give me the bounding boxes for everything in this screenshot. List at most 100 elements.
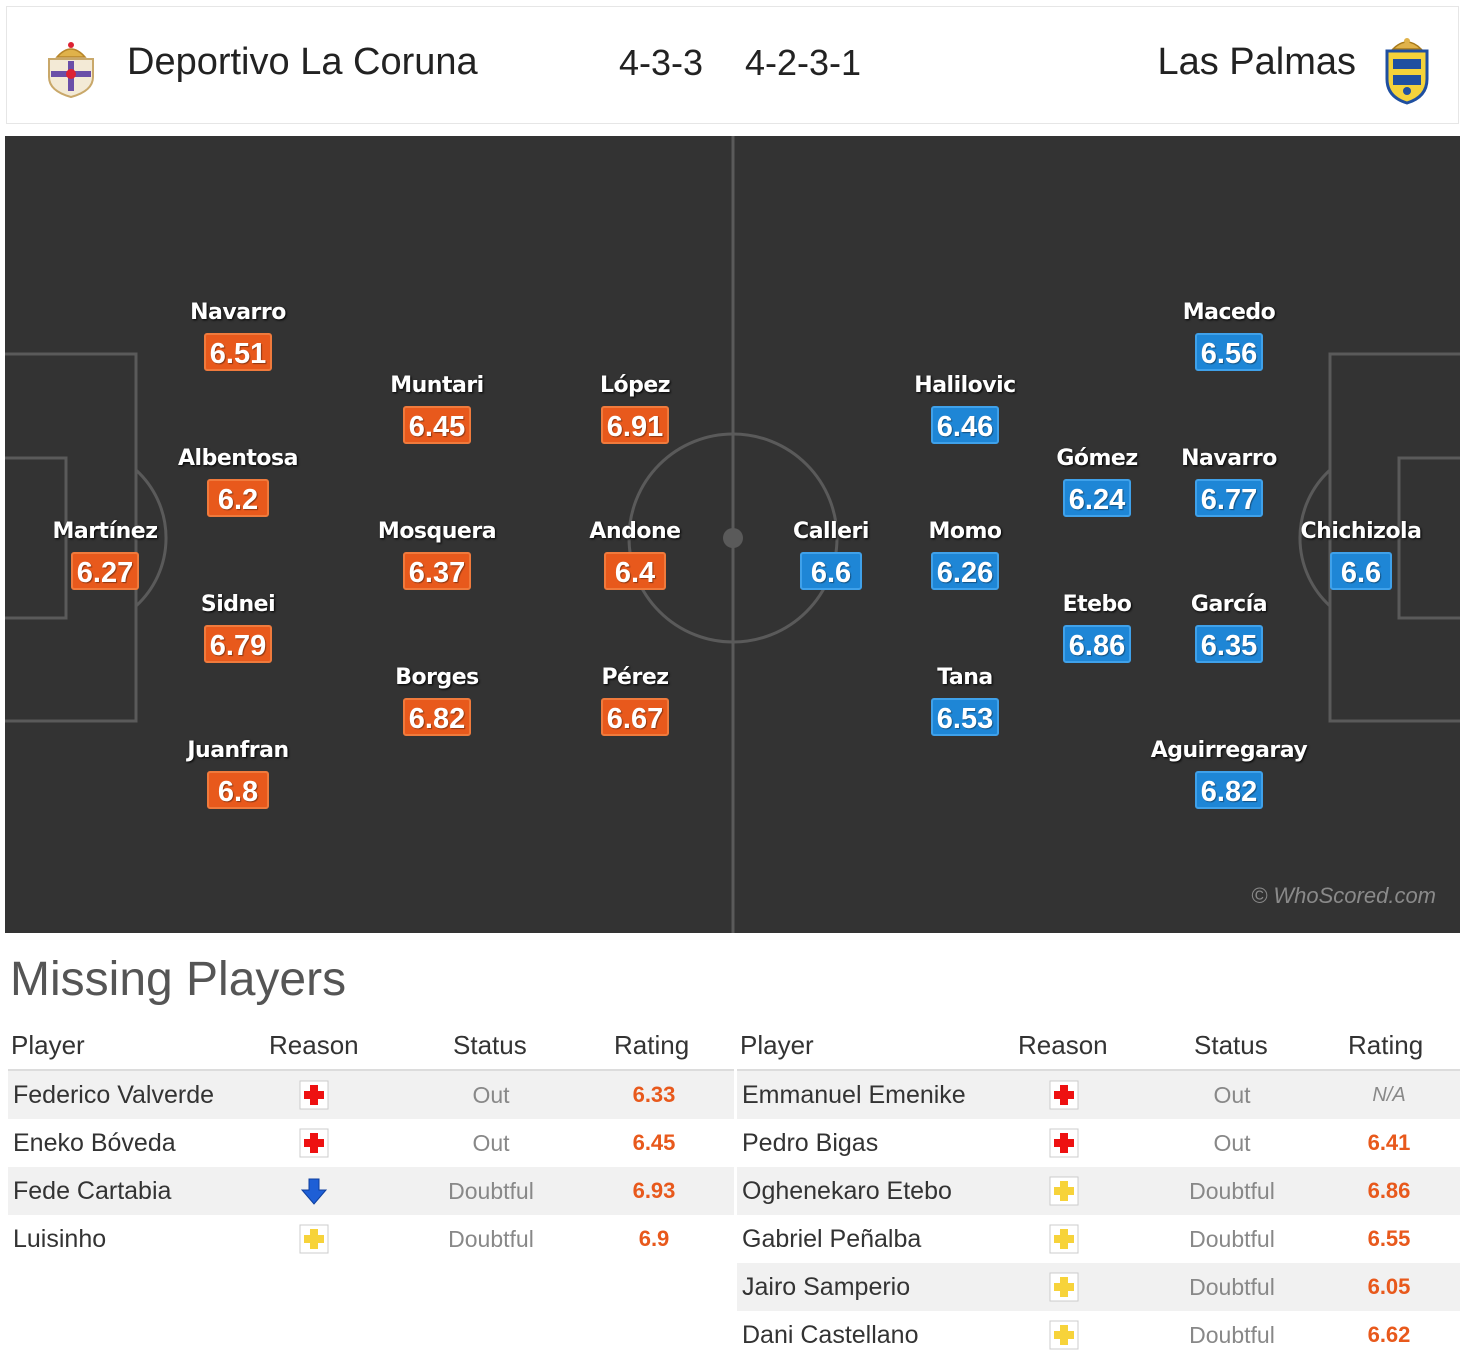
missing-players-title: Missing Players bbox=[10, 953, 347, 1006]
table-row: Dani Castellano Doubtful 6.62 bbox=[737, 1311, 1460, 1359]
column-rating[interactable]: Rating bbox=[1348, 1030, 1424, 1060]
missing-rating: 6.62 bbox=[1367, 1322, 1411, 1347]
player-rating-badge: 6.46 bbox=[930, 406, 1000, 444]
missing-rating: N/A bbox=[1372, 1084, 1406, 1106]
column-player[interactable]: Player bbox=[11, 1030, 85, 1060]
player-rating-badge: 6.56 bbox=[1194, 333, 1264, 371]
player-rating-badge: 6.79 bbox=[203, 625, 273, 663]
missing-status: Doubtful bbox=[448, 1178, 534, 1204]
player-name: Tana bbox=[937, 665, 993, 690]
column-reason[interactable]: Reason bbox=[269, 1030, 359, 1060]
missing-player-name[interactable]: Dani Castellano bbox=[742, 1321, 919, 1349]
player-rating-badge: 6.37 bbox=[402, 552, 472, 590]
away-player-momo[interactable]: Momo 6.26 bbox=[885, 521, 1045, 590]
injury-icon bbox=[299, 1119, 329, 1167]
player-name: Halilovic bbox=[914, 373, 1016, 398]
player-name: Sidnei bbox=[200, 592, 276, 617]
missing-status: Out bbox=[472, 1082, 510, 1108]
home-player-perez[interactable]: Pérez 6.67 bbox=[555, 667, 715, 736]
player-name: Macedo bbox=[1182, 300, 1276, 325]
deportivo-crest-icon bbox=[48, 42, 94, 99]
las-palmas-crest-icon bbox=[1385, 38, 1429, 105]
home-player-borges[interactable]: Borges 6.82 bbox=[357, 667, 517, 736]
table-row: Jairo Samperio Doubtful 6.05 bbox=[737, 1263, 1460, 1311]
player-name: Borges bbox=[395, 665, 479, 690]
missing-player-name[interactable]: Emmanuel Emenike bbox=[742, 1081, 966, 1109]
away-player-garcia[interactable]: García 6.35 bbox=[1149, 594, 1309, 663]
doubtful-icon bbox=[1049, 1311, 1079, 1359]
player-rating-badge: 6.27 bbox=[70, 552, 140, 590]
home-player-lopez[interactable]: López 6.91 bbox=[555, 375, 715, 444]
home-player-mosquera[interactable]: Mosquera 6.37 bbox=[357, 521, 517, 590]
table-row: Eneko Bóveda Out 6.45 bbox=[8, 1119, 734, 1167]
missing-rating: 6.93 bbox=[632, 1178, 676, 1203]
missing-player-name[interactable]: Eneko Bóveda bbox=[13, 1129, 176, 1157]
table-row: Federico Valverde Out 6.33 bbox=[8, 1071, 734, 1119]
missing-player-name[interactable]: Pedro Bigas bbox=[742, 1129, 879, 1157]
table-row: Pedro Bigas Out 6.41 bbox=[737, 1119, 1460, 1167]
home-player-muntari[interactable]: Muntari 6.45 bbox=[357, 375, 517, 444]
away-player-chichizola[interactable]: Chichizola 6.6 bbox=[1281, 521, 1441, 590]
away-player-gomez[interactable]: Gómez 6.24 bbox=[1017, 448, 1177, 517]
home-player-navarro[interactable]: Navarro 6.51 bbox=[158, 302, 318, 371]
player-name: Muntari bbox=[390, 373, 484, 398]
home-formation: 4-3-3 bbox=[619, 42, 704, 83]
home-player-sidnei[interactable]: Sidnei 6.79 bbox=[158, 594, 318, 663]
doubtful-icon bbox=[1049, 1263, 1079, 1311]
home-player-andone[interactable]: Andone 6.4 bbox=[555, 521, 715, 590]
missing-player-name[interactable]: Gabriel Peñalba bbox=[742, 1225, 922, 1253]
player-name: Calleri bbox=[793, 519, 869, 544]
missing-player-name[interactable]: Fede Cartabia bbox=[13, 1177, 172, 1205]
missing-player-name[interactable]: Luisinho bbox=[13, 1225, 107, 1253]
away-player-aguirregaray[interactable]: Aguirregaray 6.82 bbox=[1149, 740, 1309, 809]
home-team-name[interactable]: Deportivo La Coruna bbox=[127, 41, 478, 83]
player-rating-badge: 6.6 bbox=[800, 552, 862, 590]
missing-status: Out bbox=[472, 1130, 510, 1156]
missing-player-name[interactable]: Oghenekaro Etebo bbox=[742, 1177, 952, 1205]
player-name: Navarro bbox=[1181, 446, 1277, 471]
doubtful-icon bbox=[299, 1215, 329, 1263]
column-status[interactable]: Status bbox=[1194, 1030, 1268, 1060]
missing-status: Doubtful bbox=[1189, 1226, 1275, 1252]
home-player-juanfran[interactable]: Juanfran 6.8 bbox=[158, 740, 318, 809]
column-rating[interactable]: Rating bbox=[614, 1030, 690, 1060]
home-missing-table: Player Reason Status Rating Federico Val… bbox=[8, 1024, 734, 1263]
column-reason[interactable]: Reason bbox=[1018, 1030, 1108, 1060]
away-team-name[interactable]: Las Palmas bbox=[1157, 41, 1356, 83]
away-player-calleri[interactable]: Calleri 6.6 bbox=[751, 521, 911, 590]
missing-rating: 6.33 bbox=[632, 1082, 676, 1107]
home-player-martinez[interactable]: Martínez 6.27 bbox=[25, 521, 185, 590]
doubtful-icon bbox=[1049, 1167, 1079, 1215]
away-player-etebo[interactable]: Etebo 6.86 bbox=[1017, 594, 1177, 663]
column-player[interactable]: Player bbox=[740, 1030, 814, 1060]
table-row: Oghenekaro Etebo Doubtful 6.86 bbox=[737, 1167, 1460, 1215]
away-player-halilovic[interactable]: Halilovic 6.46 bbox=[885, 375, 1045, 444]
missing-status: Doubtful bbox=[1189, 1178, 1275, 1204]
match-header: Deportivo La Coruna 4-3-3 4-2-3-1 Las Pa… bbox=[6, 6, 1459, 124]
away-player-navarro[interactable]: Navarro 6.77 bbox=[1149, 448, 1309, 517]
player-rating-badge: 6.24 bbox=[1062, 479, 1132, 517]
player-rating-badge: 6.8 bbox=[207, 771, 269, 809]
player-name: Martínez bbox=[52, 519, 158, 544]
away-player-macedo[interactable]: Macedo 6.56 bbox=[1149, 302, 1309, 371]
watermark: © WhoScored.com bbox=[1251, 883, 1436, 908]
player-name: Aguirregaray bbox=[1150, 738, 1308, 763]
player-rating-badge: 6.77 bbox=[1194, 479, 1264, 517]
missing-rating: 6.86 bbox=[1367, 1178, 1411, 1203]
table-row: Emmanuel Emenike Out N/A bbox=[737, 1071, 1460, 1119]
table-header: Player Reason Status Rating bbox=[8, 1024, 734, 1071]
missing-player-name[interactable]: Jairo Samperio bbox=[742, 1273, 911, 1301]
down-arrow-icon bbox=[299, 1167, 329, 1215]
player-name: Andone bbox=[589, 519, 681, 544]
table-row: Gabriel Peñalba Doubtful 6.55 bbox=[737, 1215, 1460, 1263]
column-status[interactable]: Status bbox=[453, 1030, 527, 1060]
player-name: Momo bbox=[928, 519, 1002, 544]
home-player-albentosa[interactable]: Albentosa 6.2 bbox=[158, 448, 318, 517]
away-player-tana[interactable]: Tana 6.53 bbox=[885, 667, 1045, 736]
player-name: Chichizola bbox=[1300, 519, 1422, 544]
missing-player-name[interactable]: Federico Valverde bbox=[13, 1081, 215, 1109]
missing-rating: 6.55 bbox=[1367, 1226, 1411, 1251]
player-rating-badge: 6.53 bbox=[930, 698, 1000, 736]
player-name: Gómez bbox=[1056, 446, 1138, 471]
player-rating-badge: 6.26 bbox=[930, 552, 1000, 590]
